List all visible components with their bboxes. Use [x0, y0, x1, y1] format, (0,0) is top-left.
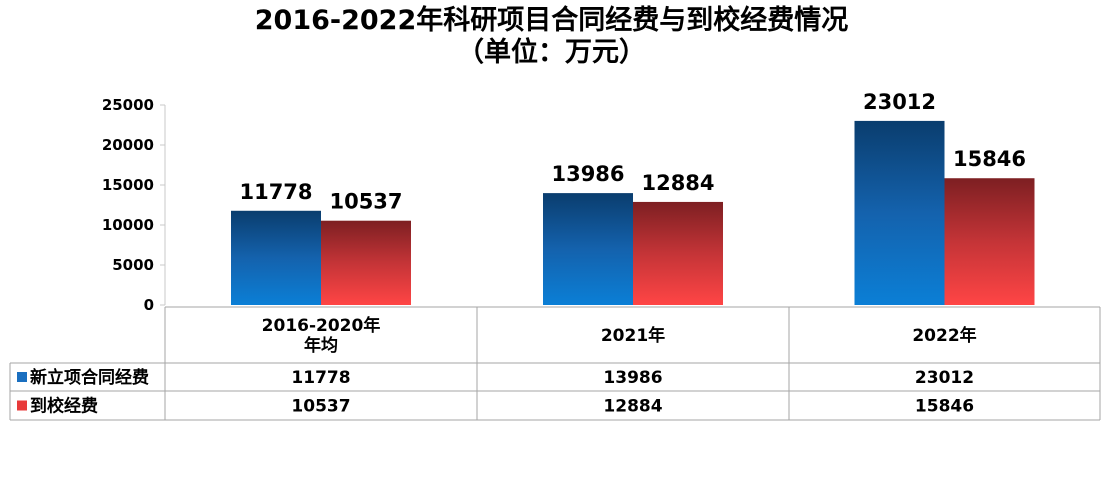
legend-series-name: 新立项合同经费: [30, 367, 149, 388]
table-cell-value: 15846: [915, 397, 974, 417]
table-cell-value: 13986: [603, 368, 662, 388]
legend-swatch: [17, 400, 27, 411]
category-label: 2016-2020年年均: [262, 315, 381, 356]
bar-contract-0: [231, 210, 321, 305]
y-tick-label: 25000: [102, 96, 154, 114]
table-cell-value: 10537: [291, 397, 350, 417]
table-cell-value: 11778: [291, 368, 350, 388]
category-label: 2022年: [912, 325, 976, 346]
table-cell-value: 23012: [915, 368, 974, 388]
data-label: 11778: [239, 180, 312, 204]
bar-contract-2: [854, 120, 945, 306]
legend-series-name: 到校经费: [30, 396, 98, 417]
data-label: 12884: [641, 171, 714, 195]
data-label: 13986: [551, 162, 624, 186]
data-label: 10537: [329, 190, 402, 214]
bar-received-2: [944, 178, 1035, 305]
y-tick-label: 15000: [102, 176, 154, 194]
y-tick-label: 20000: [102, 136, 154, 154]
data-label: 15846: [953, 147, 1026, 171]
chart-title: 2016-2022年科研项目合同经费与到校经费情况: [254, 5, 849, 36]
y-tick-label: 0: [144, 296, 154, 314]
bar-contract-1: [543, 193, 633, 305]
category-label: 2021年: [601, 325, 665, 346]
chart-subtitle: （单位：万元）: [457, 37, 646, 68]
data-label: 23012: [863, 90, 936, 114]
y-tick-label: 5000: [112, 256, 154, 274]
y-tick-label: 10000: [102, 216, 154, 234]
legend-swatch: [17, 372, 27, 382]
table-cell-value: 12884: [603, 397, 662, 417]
bar-received-1: [633, 201, 723, 305]
bar-received-0: [321, 220, 411, 305]
